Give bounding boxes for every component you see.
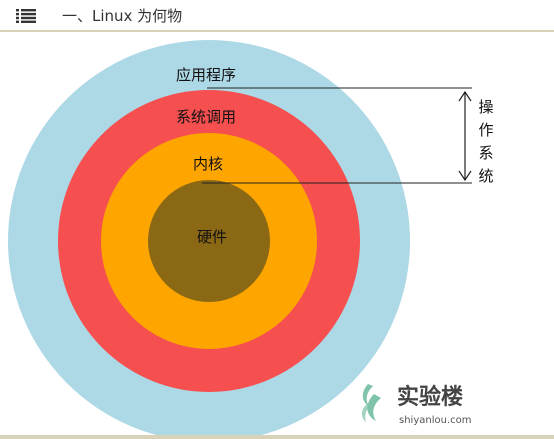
os-span-arrow bbox=[458, 90, 472, 182]
bottom-divider bbox=[0, 435, 554, 439]
page-title: 一、Linux 为何物 bbox=[62, 7, 183, 25]
layer-hardware-core bbox=[148, 180, 270, 302]
label-hardware: 硬件 bbox=[197, 228, 227, 246]
os-label-char-2: 作 bbox=[478, 121, 493, 139]
list-icon[interactable] bbox=[16, 9, 36, 23]
os-label-char-1: 操 bbox=[478, 98, 493, 116]
watermark-url: shiyanlou.com bbox=[399, 415, 471, 426]
label-application: 应用程序 bbox=[176, 66, 236, 84]
label-kernel: 内核 bbox=[193, 155, 223, 173]
header: 一、Linux 为何物 bbox=[0, 0, 554, 32]
label-syscall: 系统调用 bbox=[176, 108, 236, 126]
watermark-brand: 实验楼 bbox=[397, 384, 463, 410]
os-label-char-4: 统 bbox=[478, 167, 493, 185]
linux-layers-diagram: 应用程序 系统调用 内核 硬件 操 作 系 统 实验楼 shiyanlou.co… bbox=[0, 32, 554, 439]
shiyanlou-logo-icon bbox=[362, 384, 381, 422]
os-label-char-3: 系 bbox=[478, 144, 493, 162]
